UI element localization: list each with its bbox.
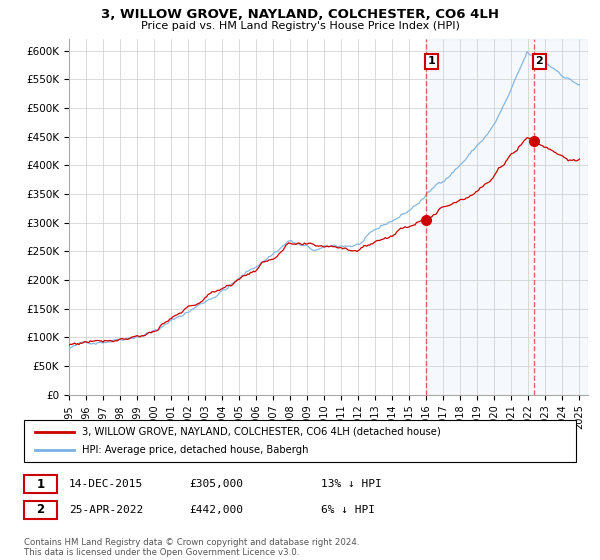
Text: 14-DEC-2015: 14-DEC-2015 [69,479,143,489]
Text: £305,000: £305,000 [189,479,243,489]
Text: 1: 1 [37,478,44,491]
Text: Price paid vs. HM Land Registry's House Price Index (HPI): Price paid vs. HM Land Registry's House … [140,21,460,31]
Text: 13% ↓ HPI: 13% ↓ HPI [321,479,382,489]
Text: £442,000: £442,000 [189,505,243,515]
Text: 25-APR-2022: 25-APR-2022 [69,505,143,515]
Text: 2: 2 [37,503,44,516]
Text: 6% ↓ HPI: 6% ↓ HPI [321,505,375,515]
Text: 3, WILLOW GROVE, NAYLAND, COLCHESTER, CO6 4LH (detached house): 3, WILLOW GROVE, NAYLAND, COLCHESTER, CO… [82,427,441,437]
Text: Contains HM Land Registry data © Crown copyright and database right 2024.
This d: Contains HM Land Registry data © Crown c… [24,538,359,557]
Text: 2: 2 [536,57,544,67]
Text: HPI: Average price, detached house, Babergh: HPI: Average price, detached house, Babe… [82,445,308,455]
Bar [425,39,588,395]
FancyBboxPatch shape [24,420,576,462]
Text: 3, WILLOW GROVE, NAYLAND, COLCHESTER, CO6 4LH: 3, WILLOW GROVE, NAYLAND, COLCHESTER, CO… [101,8,499,21]
Text: 1: 1 [427,57,435,67]
